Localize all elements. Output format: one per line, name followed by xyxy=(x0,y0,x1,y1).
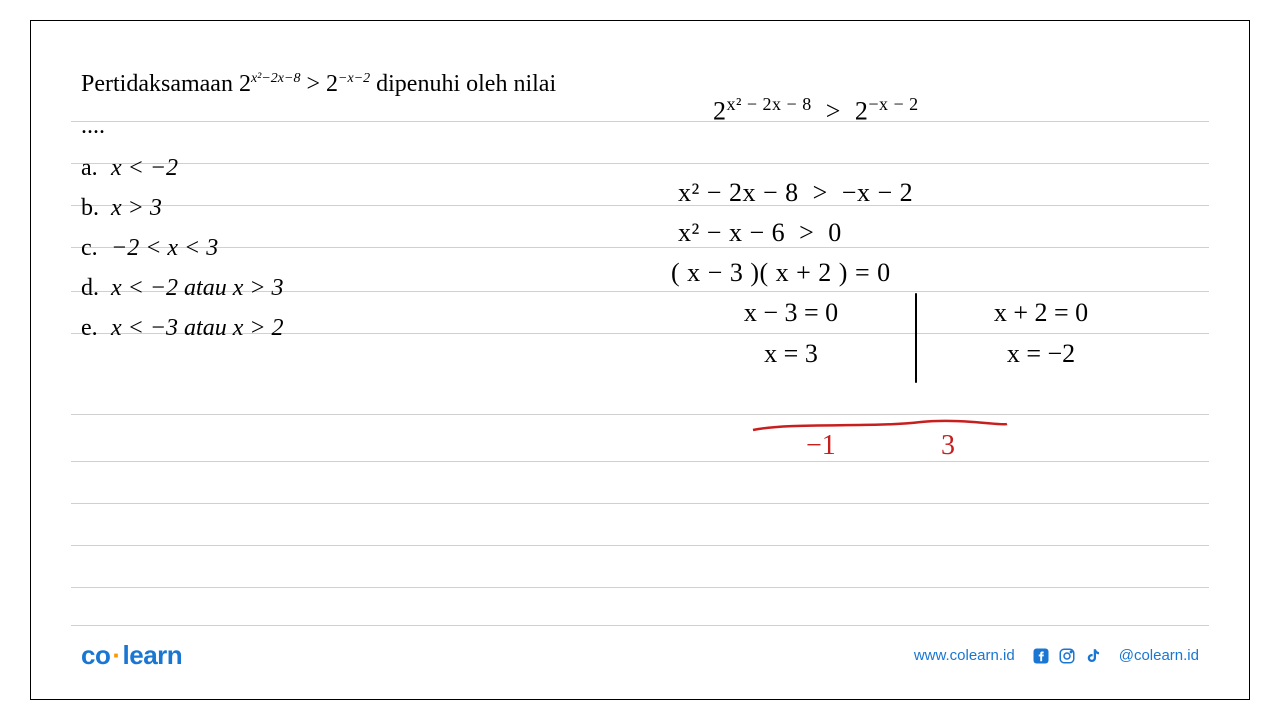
work-line-1: 2x² − 2x − 8 > 2−x − 2 xyxy=(671,51,1231,173)
question-prompt: Pertidaksamaan 2x²−2x−8 > 2−x−2 dipenuhi… xyxy=(81,66,641,102)
logo-right: learn xyxy=(123,640,183,670)
w1-op: > xyxy=(812,97,855,126)
logo: co·learn xyxy=(81,640,182,671)
footer-right: www.colearn.id @colearn.id xyxy=(914,646,1199,666)
work-split: x − 3 = 0 x = 3 x + 2 = 0 x = −2 xyxy=(671,293,1231,383)
option-letter: e. xyxy=(81,310,111,346)
w1-base1: 2 xyxy=(713,97,727,126)
instagram-icon xyxy=(1057,646,1077,666)
col-left-2: x = 3 xyxy=(671,334,911,374)
ruled-line xyxy=(71,545,1209,546)
work-line-2: x² − 2x − 8 > −x − 2 xyxy=(671,173,1231,213)
logo-left: co xyxy=(81,640,110,670)
diagram-label-left: −1 xyxy=(806,430,836,462)
footer-handle: @colearn.id xyxy=(1119,647,1199,664)
footer-url: www.colearn.id xyxy=(914,647,1015,664)
work-line-3: x² − x − 6 > 0 xyxy=(671,213,1231,253)
ruled-line xyxy=(71,625,1209,626)
options-list: a.x < −2b.x > 3c.−2 < x < 3d.x < −2 atau… xyxy=(81,150,641,346)
prompt-suffix: dipenuhi oleh nilai xyxy=(370,71,556,97)
handwriting-block: 2x² − 2x − 8 > 2−x − 2 x² − 2x − 8 > −x … xyxy=(671,51,1231,383)
expr-base2: 2 xyxy=(326,71,338,97)
option-row: b.x > 3 xyxy=(81,190,641,226)
tiktok-icon xyxy=(1083,646,1103,666)
col-left-1: x − 3 = 0 xyxy=(671,293,911,333)
expr-exp1: x²−2x−8 xyxy=(251,71,301,86)
divider-line xyxy=(915,293,917,383)
w1-exp1: x² − 2x − 8 xyxy=(727,94,812,114)
question-block: Pertidaksamaan 2x²−2x−8 > 2−x−2 dipenuhi… xyxy=(81,66,641,350)
prompt-prefix: Pertidaksamaan xyxy=(81,71,239,97)
expr-gt: > xyxy=(300,71,326,97)
option-row: d.x < −2 atau x > 3 xyxy=(81,270,641,306)
option-letter: b. xyxy=(81,190,111,226)
option-row: e.x < −3 atau x > 2 xyxy=(81,310,641,346)
diagram-label-right: 3 xyxy=(941,430,955,462)
option-text: x < −2 xyxy=(111,155,178,181)
logo-dot: · xyxy=(112,640,120,670)
work-line-4: ( x − 3 )( x + 2 ) = 0 xyxy=(671,253,1231,293)
ellipsis: .... xyxy=(81,108,641,144)
number-line-svg xyxy=(751,416,1011,436)
option-row: c.−2 < x < 3 xyxy=(81,230,641,266)
ruled-line xyxy=(71,587,1209,588)
work-col-right: x + 2 = 0 x = −2 xyxy=(921,293,1161,374)
option-letter: d. xyxy=(81,270,111,306)
option-row: a.x < −2 xyxy=(81,150,641,186)
expr-exp2: −x−2 xyxy=(338,71,370,86)
ruled-line xyxy=(71,414,1209,415)
option-text: x < −3 atau x > 2 xyxy=(111,315,284,341)
page-frame: Pertidaksamaan 2x²−2x−8 > 2−x−2 dipenuhi… xyxy=(30,20,1250,700)
w1-exp2: −x − 2 xyxy=(868,94,918,114)
option-text: −2 < x < 3 xyxy=(111,235,218,261)
w1-base2: 2 xyxy=(855,97,869,126)
footer: co·learn www.colearn.id @colearn.id xyxy=(81,640,1199,671)
col-right-2: x = −2 xyxy=(921,334,1161,374)
social-icons xyxy=(1031,646,1103,666)
number-line-diagram: −1 3 xyxy=(751,416,1011,441)
option-text: x > 3 xyxy=(111,195,162,221)
option-letter: a. xyxy=(81,150,111,186)
ruled-line xyxy=(71,503,1209,504)
option-letter: c. xyxy=(81,230,111,266)
option-text: x < −2 atau x > 3 xyxy=(111,275,284,301)
facebook-icon xyxy=(1031,646,1051,666)
expr-base1: 2 xyxy=(239,71,251,97)
col-right-1: x + 2 = 0 xyxy=(921,293,1161,333)
ruled-line xyxy=(71,461,1209,462)
work-col-left: x − 3 = 0 x = 3 xyxy=(671,293,911,374)
